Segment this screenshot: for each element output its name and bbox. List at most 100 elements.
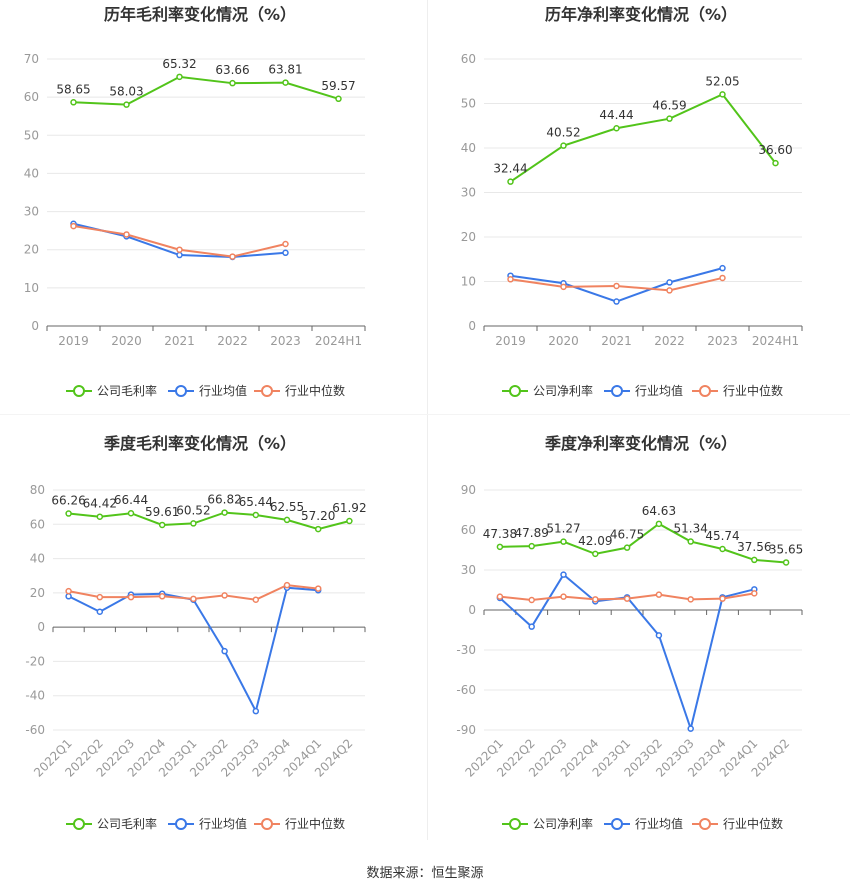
y-tick-label: 80 [30, 483, 45, 497]
data-point-industry-median [221, 592, 228, 599]
vertical-divider [427, 0, 428, 840]
chart-quarterly-net-margin: 季度净利率变化情况（%）-90-60-3003060902022Q12022Q2… [456, 434, 803, 831]
data-point-industry-median [719, 274, 726, 282]
y-tick-label: 20 [24, 243, 39, 257]
y-tick-label: -90 [456, 723, 476, 737]
legend-item-industry-avg[interactable]: 行业均值 [168, 383, 247, 398]
y-tick-label: 50 [24, 128, 39, 142]
legend-item-company[interactable]: 公司净利率 [502, 816, 593, 831]
x-tick-label: 2024H1 [752, 334, 799, 348]
data-point-industry-avg [65, 593, 72, 600]
data-point-company [221, 509, 228, 516]
x-tick-label: 2019 [495, 334, 526, 348]
data-label: 52.05 [705, 74, 739, 88]
data-point-company [127, 509, 135, 517]
chart-title: 季度毛利率变化情况（%） [103, 434, 296, 453]
chart-title: 季度净利率变化情况（%） [544, 434, 737, 453]
x-tick-label: 2021 [164, 334, 195, 348]
data-point-company [666, 115, 673, 122]
data-label: 63.81 [268, 63, 302, 77]
legend-label: 公司净利率 [533, 816, 593, 831]
y-tick-label: -20 [25, 654, 45, 668]
legend-item-industry-avg[interactable]: 行业均值 [604, 383, 683, 398]
data-point-industry-avg [282, 249, 289, 257]
legend-label: 行业中位数 [723, 383, 783, 398]
data-point-company [623, 544, 631, 551]
data-point-industry-median [560, 593, 567, 600]
data-label: 58.03 [109, 85, 143, 99]
data-point-company [687, 538, 694, 545]
data-point-industry-median [282, 240, 289, 248]
data-label: 66.82 [207, 493, 241, 507]
data-point-company [772, 159, 779, 167]
y-tick-label: 40 [30, 552, 45, 566]
data-point-industry-median [623, 595, 631, 602]
series-line-company [68, 511, 350, 531]
data-point-industry-median [507, 276, 514, 283]
data-point-company [252, 511, 260, 519]
data-point-company [782, 559, 790, 566]
legend-marker [175, 385, 187, 397]
legend-item-industry-median[interactable]: 行业中位数 [692, 816, 783, 831]
data-point-industry-median [528, 596, 535, 604]
y-tick-label: -60 [25, 723, 45, 737]
data-source-note: 数据来源：恒生聚源 [366, 866, 484, 881]
y-tick-label: 40 [24, 166, 39, 180]
data-point-industry-avg [613, 298, 620, 305]
data-label: 47.89 [515, 526, 549, 540]
y-tick-label: 40 [461, 141, 476, 155]
legend-label: 行业均值 [635, 816, 683, 831]
data-point-industry-avg [221, 647, 228, 655]
data-point-industry-avg [252, 707, 260, 715]
legend-marker [73, 818, 85, 830]
y-tick-label: 70 [24, 52, 39, 66]
legend-item-industry-avg[interactable]: 行业均值 [604, 816, 683, 831]
data-label: 46.59 [652, 99, 686, 113]
data-label: 51.27 [546, 522, 580, 536]
data-point-industry-median [229, 253, 236, 260]
data-point-industry-median [127, 593, 135, 601]
data-label: 45.74 [705, 529, 739, 543]
data-label: 42.09 [578, 534, 612, 548]
data-point-company [283, 516, 291, 524]
data-point-industry-median [176, 246, 183, 253]
data-label: 61.92 [332, 501, 366, 515]
legend-item-industry-median[interactable]: 行业中位数 [254, 816, 345, 831]
data-point-company [96, 513, 104, 520]
legend-item-company[interactable]: 公司净利率 [502, 383, 593, 398]
x-tick-label: 2021 [601, 334, 632, 348]
legend-label: 公司毛利率 [97, 383, 157, 398]
legend-label: 行业中位数 [285, 383, 345, 398]
data-label: 51.34 [674, 522, 708, 536]
data-point-industry-avg [96, 608, 104, 615]
legend-item-industry-median[interactable]: 行业中位数 [692, 383, 783, 398]
chart-annual-gross-margin: 历年毛利率变化情况（%） 0 10 20 30 40 50 60 70 2019 2020 2021 2… [24, 5, 366, 398]
y-tick-label: -30 [456, 643, 476, 657]
data-label: 59.61 [145, 505, 179, 519]
data-label: 46.75 [610, 528, 644, 542]
data-label: 40.52 [546, 126, 580, 140]
legend-item-industry-median[interactable]: 行业中位数 [254, 383, 345, 398]
data-point-company [560, 142, 567, 149]
data-point-company [65, 510, 72, 517]
data-point-industry-median [65, 587, 72, 595]
data-point-industry-avg [655, 632, 663, 639]
data-point-industry-median [190, 595, 197, 603]
data-label: 44.44 [599, 108, 633, 122]
legend-item-industry-avg[interactable]: 行业均值 [168, 816, 247, 831]
y-tick-label: -60 [456, 683, 476, 697]
data-point-company [507, 178, 514, 185]
y-tick-label: -40 [25, 689, 45, 703]
data-point-company [70, 99, 77, 106]
legend-marker [699, 818, 711, 830]
data-point-industry-median [314, 585, 322, 592]
legend-item-company[interactable]: 公司毛利率 [66, 383, 157, 398]
x-tick-label: 2022 [654, 334, 685, 348]
x-tick-label: 2023 [270, 334, 301, 348]
legend-item-company[interactable]: 公司毛利率 [66, 816, 157, 831]
series-line-company [509, 93, 777, 183]
data-point-company [314, 525, 322, 533]
data-label: 58.65 [56, 82, 90, 96]
y-tick-label: 0 [468, 603, 476, 617]
legend-label: 行业均值 [199, 816, 247, 831]
